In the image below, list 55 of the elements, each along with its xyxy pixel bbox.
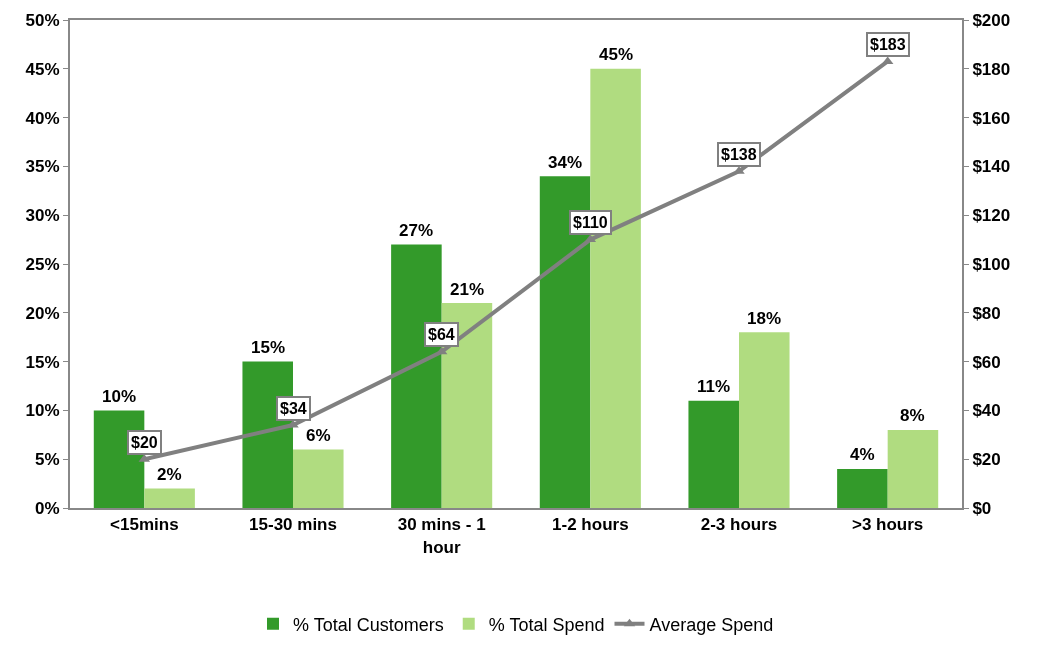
legend-label: % Total Spend xyxy=(488,614,605,635)
x-tick-label: >3 hours xyxy=(852,515,924,535)
y-tick-label: 15% xyxy=(25,352,60,372)
y2-tick-label: $60 xyxy=(972,352,1001,372)
data-label: $138 xyxy=(721,146,757,163)
legend-label: % Total Customers xyxy=(293,614,444,635)
data-label: 6% xyxy=(306,426,331,445)
data-label: 34% xyxy=(548,153,583,172)
data-label: 8% xyxy=(900,406,925,425)
x-tick-label: 30 mins - 1 hour xyxy=(397,515,486,557)
bar xyxy=(739,332,790,508)
data-label: 21% xyxy=(450,280,485,299)
bar xyxy=(144,488,195,508)
y2-tick-label: $40 xyxy=(972,401,1001,421)
y-tick-label: 20% xyxy=(25,303,60,323)
y2-tick-label: $0 xyxy=(972,498,992,518)
data-label: 27% xyxy=(399,221,434,240)
data-label: 15% xyxy=(251,338,286,357)
data-label: $110 xyxy=(573,214,608,231)
y2-tick-label: $80 xyxy=(972,303,1001,323)
y-tick-label: 50% xyxy=(25,10,60,30)
data-label: 4% xyxy=(850,445,875,464)
y-tick-label: 10% xyxy=(25,401,60,421)
y-tick-label: 35% xyxy=(25,157,60,177)
x-tick-label: 15-30 mins xyxy=(249,515,337,535)
bar xyxy=(837,468,888,508)
y2-tick-label: $100 xyxy=(972,254,1011,274)
bar xyxy=(887,429,939,508)
y-tick-label: 30% xyxy=(25,206,60,226)
data-label: 10% xyxy=(102,387,137,406)
y-tick-label: 0% xyxy=(35,498,60,518)
data-label: $20 xyxy=(131,434,158,451)
y-tick-label: 45% xyxy=(25,59,60,79)
bar xyxy=(293,449,344,508)
y-tick-label: 40% xyxy=(25,108,60,128)
data-label: 18% xyxy=(747,309,782,328)
y2-tick-label: $140 xyxy=(972,157,1011,177)
y-tick-label: 5% xyxy=(35,450,60,470)
x-tick-label: 2-3 hours xyxy=(700,515,778,535)
data-label: $34 xyxy=(280,400,307,417)
data-label: 2% xyxy=(157,465,182,484)
data-label: $183 xyxy=(870,36,906,53)
y2-tick-label: $160 xyxy=(972,108,1011,128)
bar xyxy=(688,400,739,508)
y2-tick-label: $200 xyxy=(972,10,1011,30)
y2-tick-label: $20 xyxy=(972,450,1001,470)
y2-tick-label: $180 xyxy=(972,59,1011,79)
y2-tick-label: $120 xyxy=(972,206,1011,226)
y-tick-label: 25% xyxy=(25,254,60,274)
legend-label: Average Spend xyxy=(649,614,774,635)
data-label: 45% xyxy=(599,45,634,64)
data-label: $64 xyxy=(428,326,455,343)
x-tick-label: <15mins xyxy=(110,515,179,535)
x-tick-label: 1-2 hours xyxy=(552,515,629,535)
data-label: 11% xyxy=(697,377,731,396)
